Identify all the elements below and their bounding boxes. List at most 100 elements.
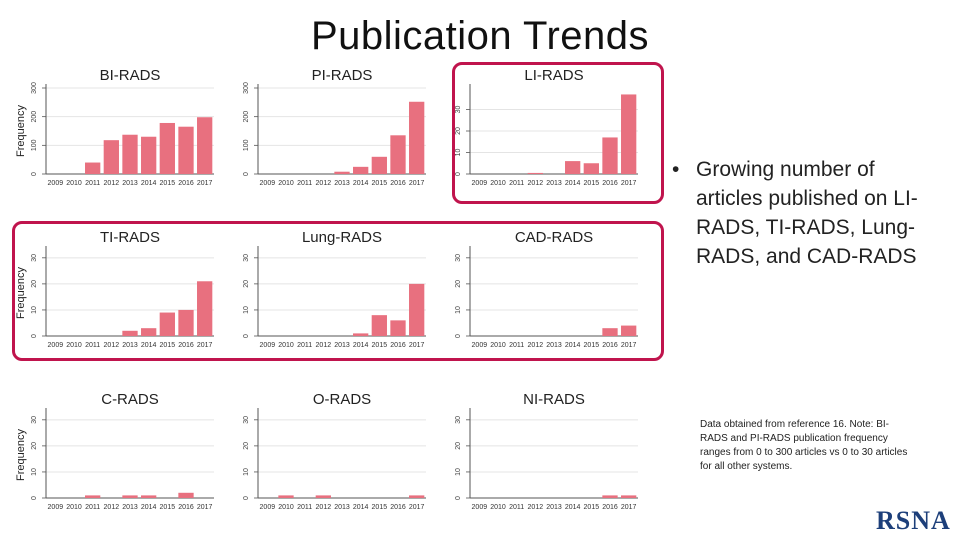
- x-tick-label: 2017: [621, 504, 637, 511]
- highlight-box-row2: [12, 221, 664, 361]
- x-tick-label: 2010: [66, 504, 82, 511]
- x-tick-label: 2013: [334, 180, 350, 187]
- page-title: Publication Trends: [310, 14, 650, 58]
- x-tick-label: 2009: [260, 504, 276, 511]
- y-tick-label: 20: [243, 280, 250, 288]
- y-tick-label: 20: [455, 442, 462, 450]
- x-tick-label: 2009: [472, 504, 488, 511]
- y-tick-label: 30: [243, 254, 250, 262]
- y-tick-label: 300: [31, 82, 38, 94]
- chart-title: O-RADS: [313, 391, 371, 408]
- x-tick-label: 2013: [546, 504, 562, 511]
- y-tick-label: 300: [243, 82, 250, 94]
- x-tick-label: 2017: [409, 342, 425, 349]
- x-tick-label: 2016: [390, 342, 406, 349]
- bar: [353, 333, 369, 336]
- bar: [315, 495, 331, 498]
- bar: [178, 126, 194, 174]
- bar: [278, 495, 294, 498]
- x-tick-label: 2014: [141, 504, 157, 511]
- x-tick-label: 2014: [565, 504, 581, 511]
- bar: [197, 117, 213, 174]
- x-tick-label: 2011: [509, 180, 524, 187]
- x-tick-label: 2011: [509, 504, 524, 511]
- bar: [621, 495, 637, 498]
- chart-title: LI-RADS: [524, 67, 583, 84]
- x-tick-label: 2012: [104, 342, 120, 349]
- y-tick-label: 20: [455, 280, 462, 288]
- x-tick-label: 2017: [197, 342, 213, 349]
- x-tick-label: 2014: [565, 180, 581, 187]
- x-tick-label: 2011: [297, 504, 312, 511]
- bullet-point: • Growing number of articles published o…: [672, 155, 942, 271]
- bar: [565, 161, 581, 174]
- x-tick-label: 2014: [353, 180, 369, 187]
- bar: [197, 281, 213, 336]
- x-tick-label: 2015: [584, 504, 600, 511]
- y-tick-label: 20: [31, 442, 38, 450]
- x-tick-label: 2011: [297, 180, 312, 187]
- y-tick-label: 10: [31, 306, 38, 314]
- y-tick-label: 20: [455, 127, 462, 135]
- x-tick-label: 2009: [260, 342, 276, 349]
- y-tick-label: 30: [455, 106, 462, 114]
- x-tick-label: 2015: [584, 180, 600, 187]
- y-tick-label: 0: [31, 496, 38, 500]
- chart-5: Lung-RADS 0 10 20 30 2009 2010 2011 2012 2013 2014…: [243, 229, 426, 349]
- x-tick-label: 2012: [104, 504, 120, 511]
- y-tick-label: 200: [243, 111, 250, 123]
- y-tick-label: 30: [31, 416, 38, 424]
- bar: [141, 328, 157, 336]
- bar: [122, 330, 138, 336]
- bar: [122, 134, 138, 174]
- y-tick-label: 20: [243, 442, 250, 450]
- x-tick-label: 2011: [85, 504, 100, 511]
- x-tick-label: 2017: [621, 342, 637, 349]
- x-tick-label: 2015: [160, 342, 176, 349]
- x-tick-label: 2017: [409, 504, 425, 511]
- y-tick-label: 10: [455, 468, 462, 476]
- chart-title: Lung-RADS: [302, 229, 382, 246]
- bar: [602, 495, 618, 498]
- x-tick-label: 2016: [390, 504, 406, 511]
- x-tick-label: 2017: [621, 180, 637, 187]
- x-tick-label: 2016: [178, 180, 194, 187]
- x-tick-label: 2015: [372, 342, 388, 349]
- x-tick-label: 2010: [66, 180, 82, 187]
- x-tick-label: 2009: [48, 504, 64, 511]
- y-tick-label: 0: [243, 334, 250, 338]
- y-tick-label: 30: [455, 416, 462, 424]
- x-tick-label: 2016: [178, 504, 194, 511]
- y-axis-label: Frequency: [15, 105, 27, 157]
- x-tick-label: 2014: [353, 504, 369, 511]
- bar: [159, 312, 175, 336]
- x-tick-label: 2010: [490, 504, 506, 511]
- x-tick-label: 2015: [160, 180, 176, 187]
- x-tick-label: 2012: [528, 504, 544, 511]
- x-tick-label: 2010: [278, 180, 294, 187]
- chart-title: TI-RADS: [100, 229, 160, 246]
- x-tick-label: 2011: [297, 342, 312, 349]
- bar: [390, 135, 406, 174]
- x-tick-label: 2012: [316, 180, 332, 187]
- x-tick-label: 2013: [334, 342, 350, 349]
- x-tick-label: 2014: [565, 342, 581, 349]
- x-tick-label: 2015: [372, 180, 388, 187]
- y-tick-label: 0: [455, 496, 462, 500]
- bar: [583, 163, 599, 174]
- y-axis-label: Frequency: [15, 429, 27, 481]
- source-note: Data obtained from reference 16. Note: B…: [700, 419, 908, 472]
- x-tick-label: 2009: [472, 180, 488, 187]
- x-tick-label: 2016: [602, 342, 618, 349]
- bar: [371, 156, 387, 174]
- highlight-box-li-rads: [452, 62, 664, 204]
- bar: [85, 495, 101, 498]
- x-tick-label: 2013: [122, 180, 138, 187]
- bar: [621, 325, 637, 336]
- y-tick-label: 30: [243, 416, 250, 424]
